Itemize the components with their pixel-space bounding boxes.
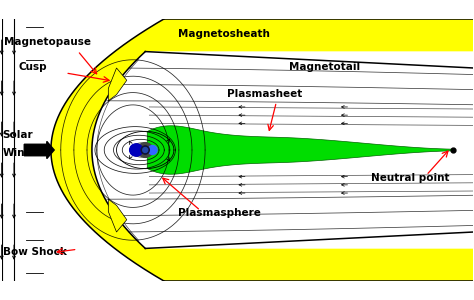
Ellipse shape: [148, 146, 157, 154]
Polygon shape: [51, 150, 474, 281]
Circle shape: [141, 146, 149, 154]
Ellipse shape: [130, 144, 143, 156]
Polygon shape: [109, 199, 127, 232]
Polygon shape: [147, 126, 453, 174]
Polygon shape: [109, 68, 127, 101]
Text: Neutral point: Neutral point: [371, 173, 449, 183]
Polygon shape: [51, 19, 474, 150]
Polygon shape: [51, 52, 146, 248]
Text: Bow Shock: Bow Shock: [2, 247, 66, 256]
Polygon shape: [92, 52, 474, 248]
Text: Plasmasheet: Plasmasheet: [227, 89, 302, 99]
Text: Solar: Solar: [2, 130, 33, 140]
Circle shape: [143, 148, 148, 152]
Text: Magnetosheath: Magnetosheath: [178, 29, 270, 39]
Text: Magnetopause: Magnetopause: [4, 38, 91, 47]
Text: Plasmasphere: Plasmasphere: [178, 208, 261, 218]
Text: Magnetotail: Magnetotail: [289, 62, 360, 72]
Circle shape: [138, 142, 153, 158]
Text: Cusp: Cusp: [18, 62, 47, 72]
FancyArrow shape: [24, 141, 54, 159]
Text: Wind: Wind: [2, 148, 33, 158]
